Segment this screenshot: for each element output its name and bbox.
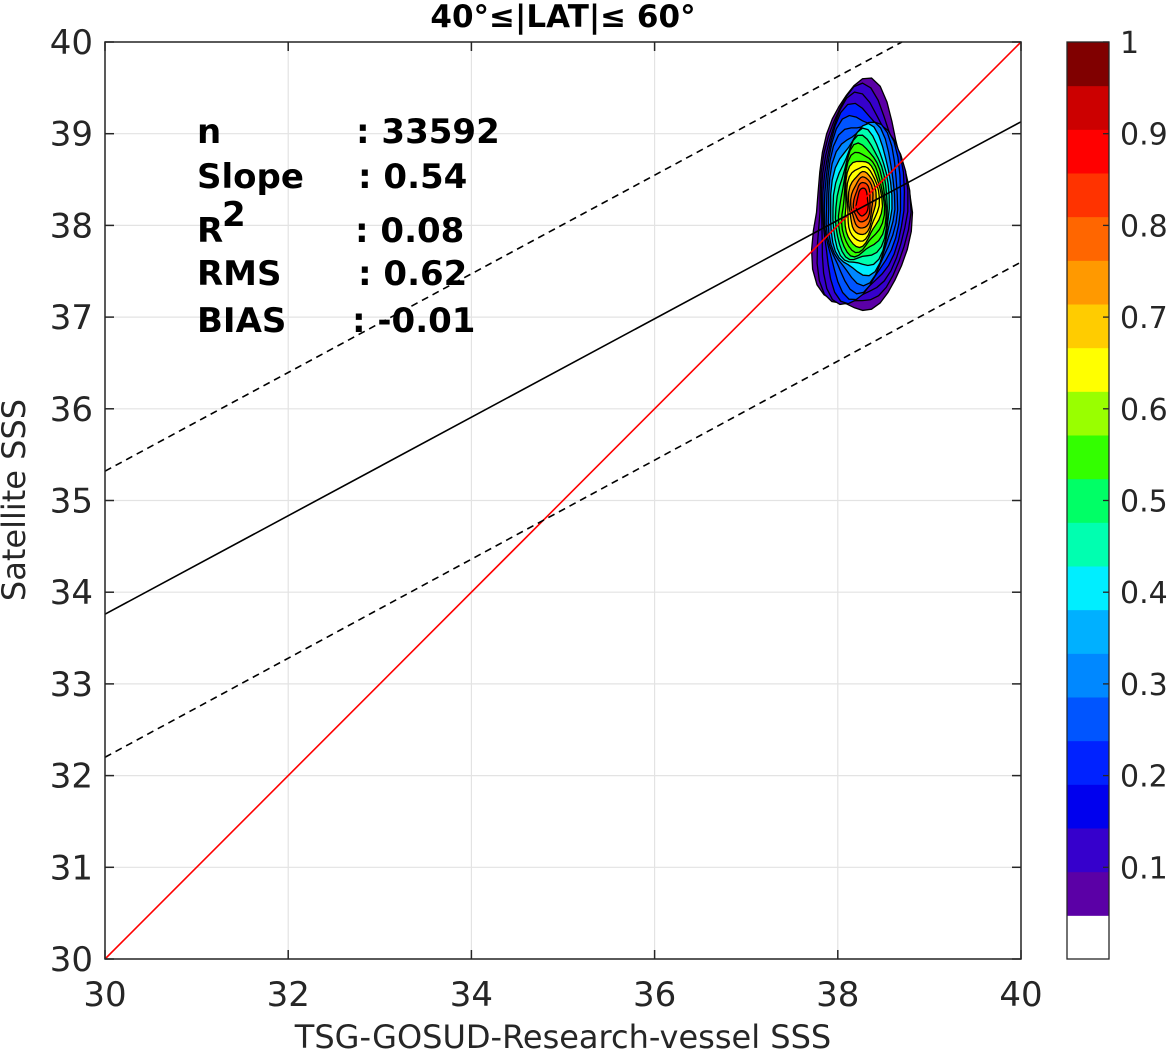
colorbar-segment [1067,85,1109,130]
colorbar-segment [1067,260,1109,305]
colorbar-tick-label: 0.1 [1120,851,1168,886]
y-tick-label: 30 [50,940,93,980]
colorbar-tick-label: 1 [1120,26,1139,61]
stat-label: R [197,211,223,251]
colorbar-tick-label: 0.9 [1120,118,1168,153]
x-tick-label: 38 [816,975,859,1015]
colorbar-segment [1067,129,1109,174]
regression-line [104,121,1022,615]
colorbar: 0.1 0.2 0.3 0.4 0.5 0.6 0.7 0.8 0.9 1 [1066,26,1168,960]
x-tick-label: 30 [83,975,126,1015]
colorbar-segment [1067,828,1109,873]
stats-box: n : 33592 Slope : 0.54 R2 : 0.08 RMS : 0.62 BIAS… [197,112,500,341]
stat-label: BIAS [197,301,286,341]
reference-lines [104,41,1022,960]
colorbar-tick-label: 0.8 [1120,209,1168,244]
y-tick-label: 38 [50,206,93,246]
y-tick-label: 37 [50,298,93,338]
colorbar-tick-label: 0.4 [1120,576,1168,611]
colorbar-tick-label: 0.2 [1120,760,1168,795]
stat-label: n [197,112,221,152]
stat-value: : 33592 [356,112,500,152]
y-tick-label: 34 [50,573,93,613]
colorbar-segment [1067,478,1109,523]
colorbar-segment [1067,566,1109,611]
colorbar-segment [1067,173,1109,218]
colorbar-tick-label: 0.6 [1120,393,1168,428]
x-tick-label: 36 [633,975,676,1015]
colorbar-segment [1067,216,1109,261]
colorbar-segment [1067,347,1109,392]
lower-bound-line [104,261,1022,758]
stat-superscript: 2 [222,195,246,235]
stat-value: : 0.08 [355,211,464,251]
colorbar-segment [1067,740,1109,785]
stat-label: Slope [197,157,304,197]
y-axis-label: Satellite SSS [0,399,33,601]
colorbar-segment [1067,784,1109,829]
y-tick-label: 36 [50,390,93,430]
colorbar-segment [1067,304,1109,349]
y-tick-label: 39 [50,115,93,155]
colorbar-tick-label: 0.7 [1120,301,1168,336]
y-tick-label: 33 [50,665,93,705]
y-tick-label: 32 [50,757,93,797]
colorbar-segment [1067,915,1109,960]
colorbar-segment [1067,42,1109,87]
stat-value: : -0.01 [352,301,475,341]
stat-value: : 0.62 [358,254,467,294]
stat-value: : 0.54 [358,157,467,197]
y-tick-label: 35 [50,482,93,522]
colorbar-segment [1067,391,1109,436]
colorbar-segment [1067,697,1109,742]
colorbar-segment [1067,609,1109,654]
colorbar-tick-label: 0.5 [1120,485,1168,520]
one-to-one-line [104,41,1022,960]
colorbar-tick-label: 0.3 [1120,668,1168,703]
y-tick-label: 40 [50,23,93,63]
stat-label: RMS [197,254,282,294]
colorbar-segment [1067,522,1109,567]
x-tick-label: 34 [450,975,493,1015]
x-tick-label: 40 [999,975,1042,1015]
x-axis-label: TSG-GOSUD-Research-vessel SSS [294,1018,831,1055]
upper-bound-line [104,41,903,472]
colorbar-segment [1067,435,1109,480]
colorbar-segment [1067,653,1109,698]
colorbar-segment [1067,871,1109,916]
x-tick-label: 32 [267,975,310,1015]
y-tick-label: 31 [50,848,93,888]
axes: 30 32 34 36 38 40 30 31 32 33 34 35 36 37 38 39 40 [50,23,1043,1015]
chart-title: 40°≤|LAT|≤ 60° [430,0,695,35]
